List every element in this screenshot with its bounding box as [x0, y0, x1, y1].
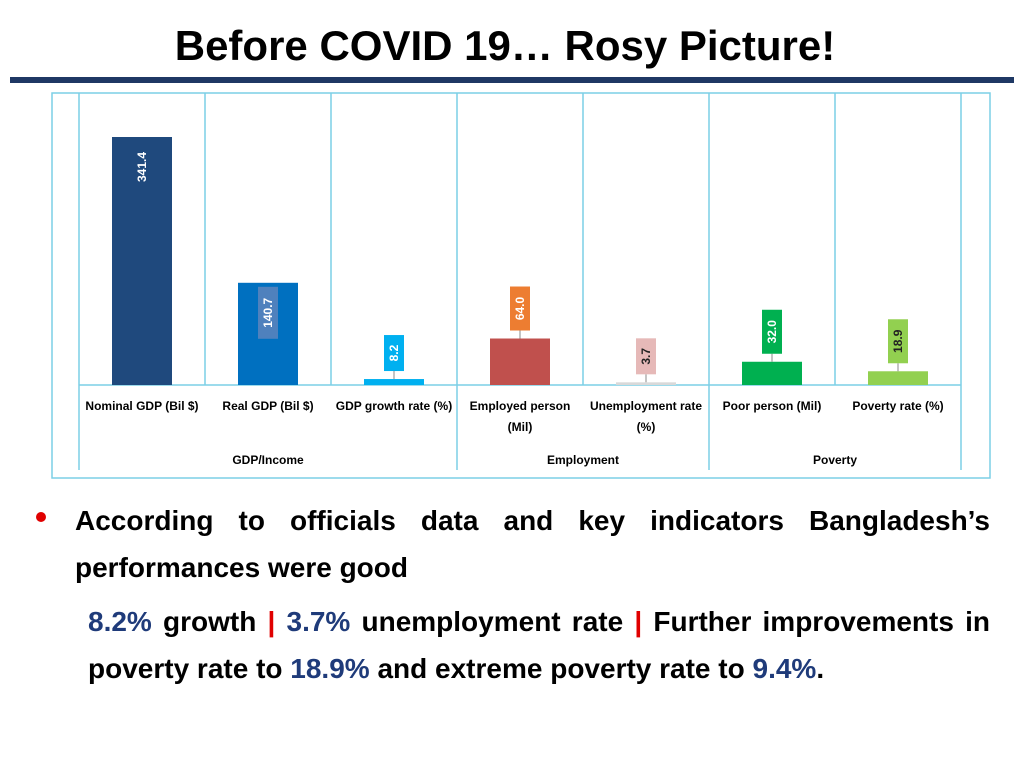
chart-frame	[51, 92, 991, 479]
bullet-marker	[36, 512, 46, 522]
detail-segment: 3.7%	[275, 606, 351, 637]
detail-segment: unemployment rate	[350, 606, 635, 637]
value-label-box	[510, 286, 530, 331]
bar	[868, 371, 928, 385]
x-tick-label: Employed person (Mil)	[469, 399, 571, 434]
detail-segment: Further improvements in poverty rate to	[88, 606, 990, 684]
value-label: 140.7	[261, 297, 275, 327]
group-label: Poverty	[812, 453, 858, 467]
value-label-box	[132, 141, 152, 193]
value-label: 18.9	[891, 329, 905, 353]
value-label: 341.4	[135, 152, 149, 182]
detail-segment: |	[634, 606, 643, 637]
x-tick-label: Unemployment rate (%)	[589, 399, 703, 434]
chart: 341.4 140.7 8.2 64.0 3.7 32.0 18.9	[51, 92, 991, 479]
bullet-detail: 8.2% growth | 3.7% unemployment rate | F…	[88, 598, 990, 692]
x-tick-label: Nominal GDP (Bil $)	[85, 399, 199, 413]
value-label: 8.2	[387, 344, 401, 361]
x-tick-label: Real GDP (Bil $)	[222, 399, 314, 413]
value-label: 3.7	[639, 348, 653, 365]
group-label: Employment	[546, 453, 619, 467]
x-tick-label: Poverty rate (%)	[852, 399, 944, 413]
value-label: 32.0	[765, 320, 779, 344]
x-tick-label: Poor person (Mil)	[722, 399, 822, 413]
bar	[742, 361, 802, 385]
bullet-text: According to officials data and key indi…	[75, 505, 990, 583]
x-tick-label: GDP growth rate (%)	[335, 399, 453, 413]
slide-title: Before COVID 19… Rosy Picture!	[174, 22, 836, 69]
detail-segment: growth	[151, 606, 268, 637]
detail-segment: 9.4%	[752, 653, 817, 684]
title-rule	[10, 77, 1014, 83]
value-label-box	[636, 338, 656, 375]
bar	[490, 338, 550, 385]
value-label-box	[258, 286, 278, 339]
detail-segment: .	[816, 653, 825, 684]
detail-segment: and extreme poverty rate to	[369, 653, 753, 684]
value-label-box	[762, 309, 782, 354]
detail-segment: 8.2%	[88, 606, 152, 637]
bar	[616, 382, 676, 385]
value-label-box	[888, 319, 908, 364]
detail-segment: |	[267, 606, 276, 637]
value-label: 64.0	[513, 297, 527, 321]
value-label-box	[384, 335, 404, 372]
group-label: GDP/Income	[232, 453, 304, 467]
bar	[364, 379, 424, 385]
detail-segment: 18.9%	[290, 653, 370, 684]
